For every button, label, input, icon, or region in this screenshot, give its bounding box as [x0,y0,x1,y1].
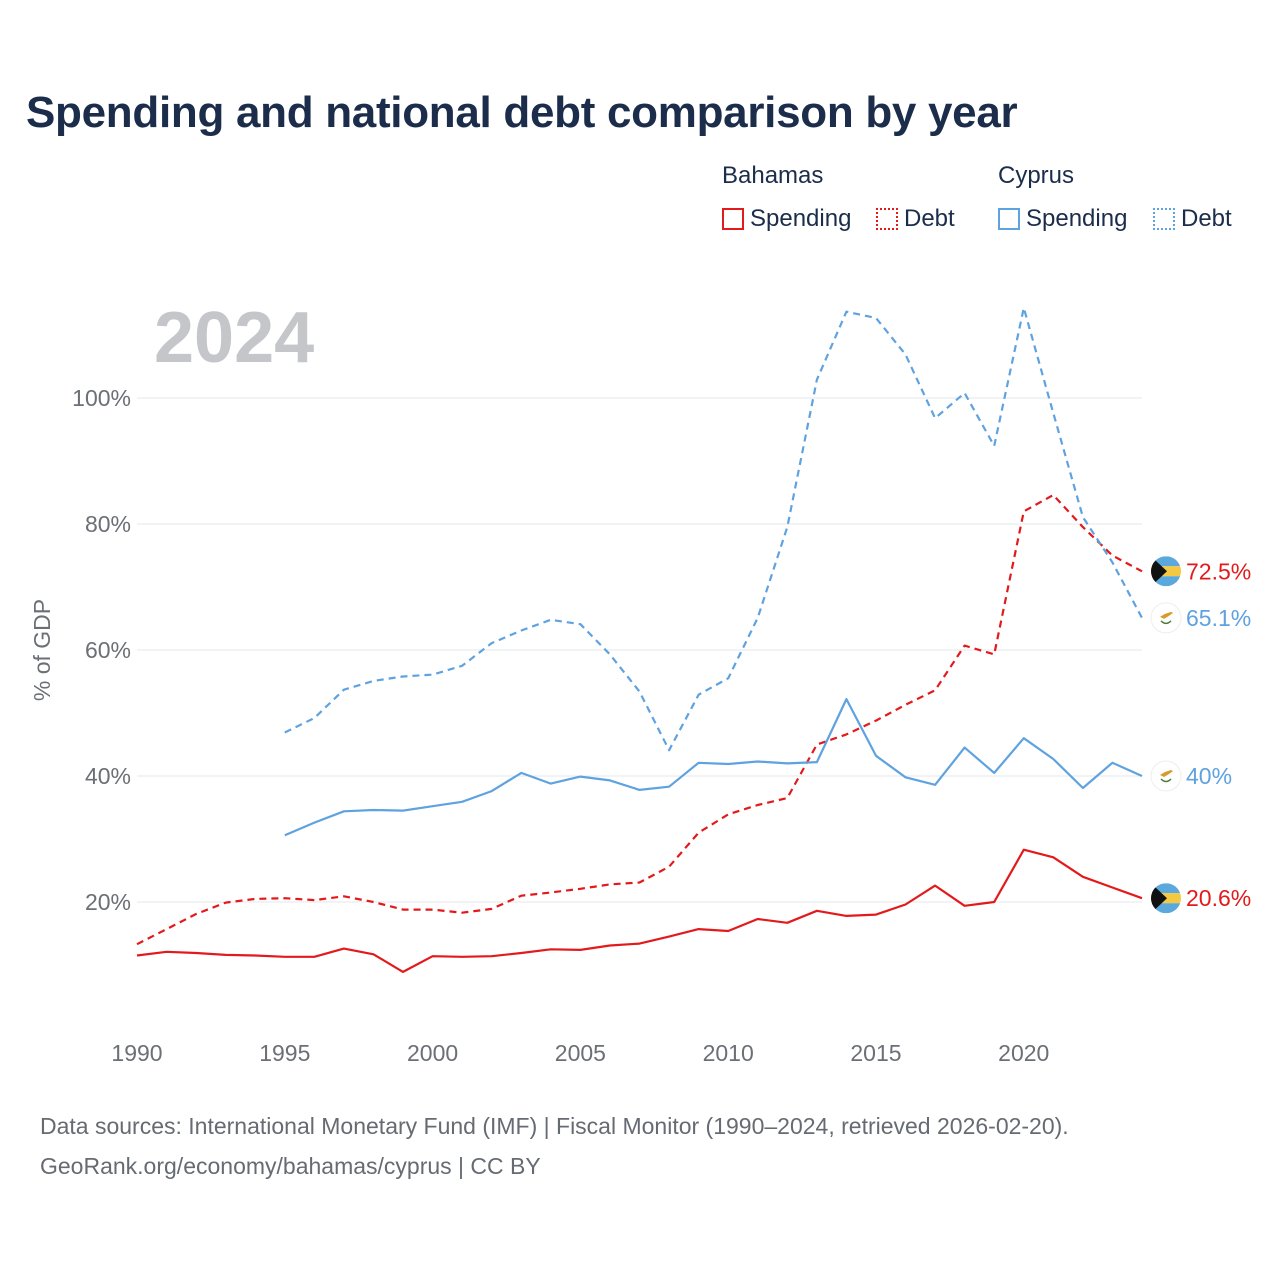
x-tick-label: 1995 [259,1040,310,1066]
chart-title: Spending and national debt comparison by… [26,88,1018,137]
x-axis: 1990 1995 2000 2005 2010 2015 2020 [111,1040,1049,1066]
end-marker-cyprus-debt: 65.1% [1150,602,1251,634]
x-tick-label: 2010 [703,1040,754,1066]
cyprus-flag-icon [1150,602,1182,634]
flag-stripe-top [1151,556,1181,567]
end-value-label: 72.5% [1186,558,1251,584]
cyprus-flag-icon [1150,760,1182,792]
flag-stripe-bottom [1151,576,1181,587]
legend-label: Spending [1026,205,1128,232]
gridlines [137,397,1142,903]
legend-swatch-solid-red [722,208,744,230]
legend-item-bahamas-debt[interactable]: Debt [876,204,955,234]
flag-background [1150,760,1182,792]
flag-triangle [1151,556,1167,587]
series-line-bahamas-spending [136,848,1143,974]
flag-triangle [1151,883,1167,914]
end-value-label: 40% [1186,763,1232,789]
series-line-cyprus-debt [284,306,1143,752]
series-line-cyprus-spending [284,697,1143,837]
legend-group-cyprus: Cyprus [998,162,1075,189]
legend-label: Debt [904,205,955,232]
flag-stripe-bottom [1151,903,1181,914]
x-tick-label: 2015 [850,1040,901,1066]
x-tick-label: 2005 [555,1040,606,1066]
source-line-1: Data sources: International Monetary Fun… [40,1113,1069,1139]
flag-olive-branches [1160,778,1172,783]
y-axis: 20% 40% 60% 80% 100% [72,385,131,915]
x-tick-label: 2000 [407,1040,458,1066]
legend-label: Debt [1181,205,1232,232]
y-tick-label: 20% [85,889,131,915]
series-line-bahamas-debt [136,493,1143,946]
flag-background [1150,602,1182,634]
legend-item-cyprus-debt[interactable]: Debt [1153,204,1232,234]
x-tick-label: 1990 [111,1040,162,1066]
y-tick-label: 80% [85,511,131,537]
flag-island [1160,770,1173,777]
source-line-2: GeoRank.org/economy/bahamas/cyprus | CC … [40,1153,541,1179]
end-value-label: 20.6% [1186,885,1251,911]
end-value-label: 65.1% [1186,605,1251,631]
legend-swatch-solid-blue [998,208,1020,230]
flag-stripe-top [1151,883,1181,894]
x-tick-label: 2020 [998,1040,1049,1066]
bahamas-flag-icon [1151,883,1181,914]
end-markers: 20.6% 72.5% 40% 65.1% [1150,556,1251,914]
y-axis-label: % of GDP [29,599,55,701]
end-marker-bahamas-spending: 20.6% [1151,883,1251,914]
line-chart: 20% 40% 60% 80% 100% 1990 1995 2000 2005 2010 201… [29,298,1251,1066]
end-marker-bahamas-debt: 72.5% [1151,556,1251,587]
source-note: Data sources: International Monetary Fun… [40,1106,1069,1186]
end-marker-cyprus-spending: 40% [1150,760,1232,792]
flag-olive-branches [1160,620,1172,625]
legend-group-bahamas: Bahamas [722,162,824,189]
legend-label: Spending [750,205,852,232]
legend-swatch-dotted-blue [1153,208,1175,230]
series-lines [136,306,1143,974]
flag-island [1160,611,1173,619]
y-tick-label: 40% [85,763,131,789]
legend-item-cyprus-spending[interactable]: Spending [998,204,1127,234]
year-watermark: 2024 [154,298,314,378]
y-tick-label: 60% [85,637,131,663]
y-tick-label: 100% [72,385,131,411]
legend-swatch-dotted-red [876,208,898,230]
legend-item-bahamas-spending[interactable]: Spending [722,204,851,234]
bahamas-flag-icon [1151,556,1181,587]
